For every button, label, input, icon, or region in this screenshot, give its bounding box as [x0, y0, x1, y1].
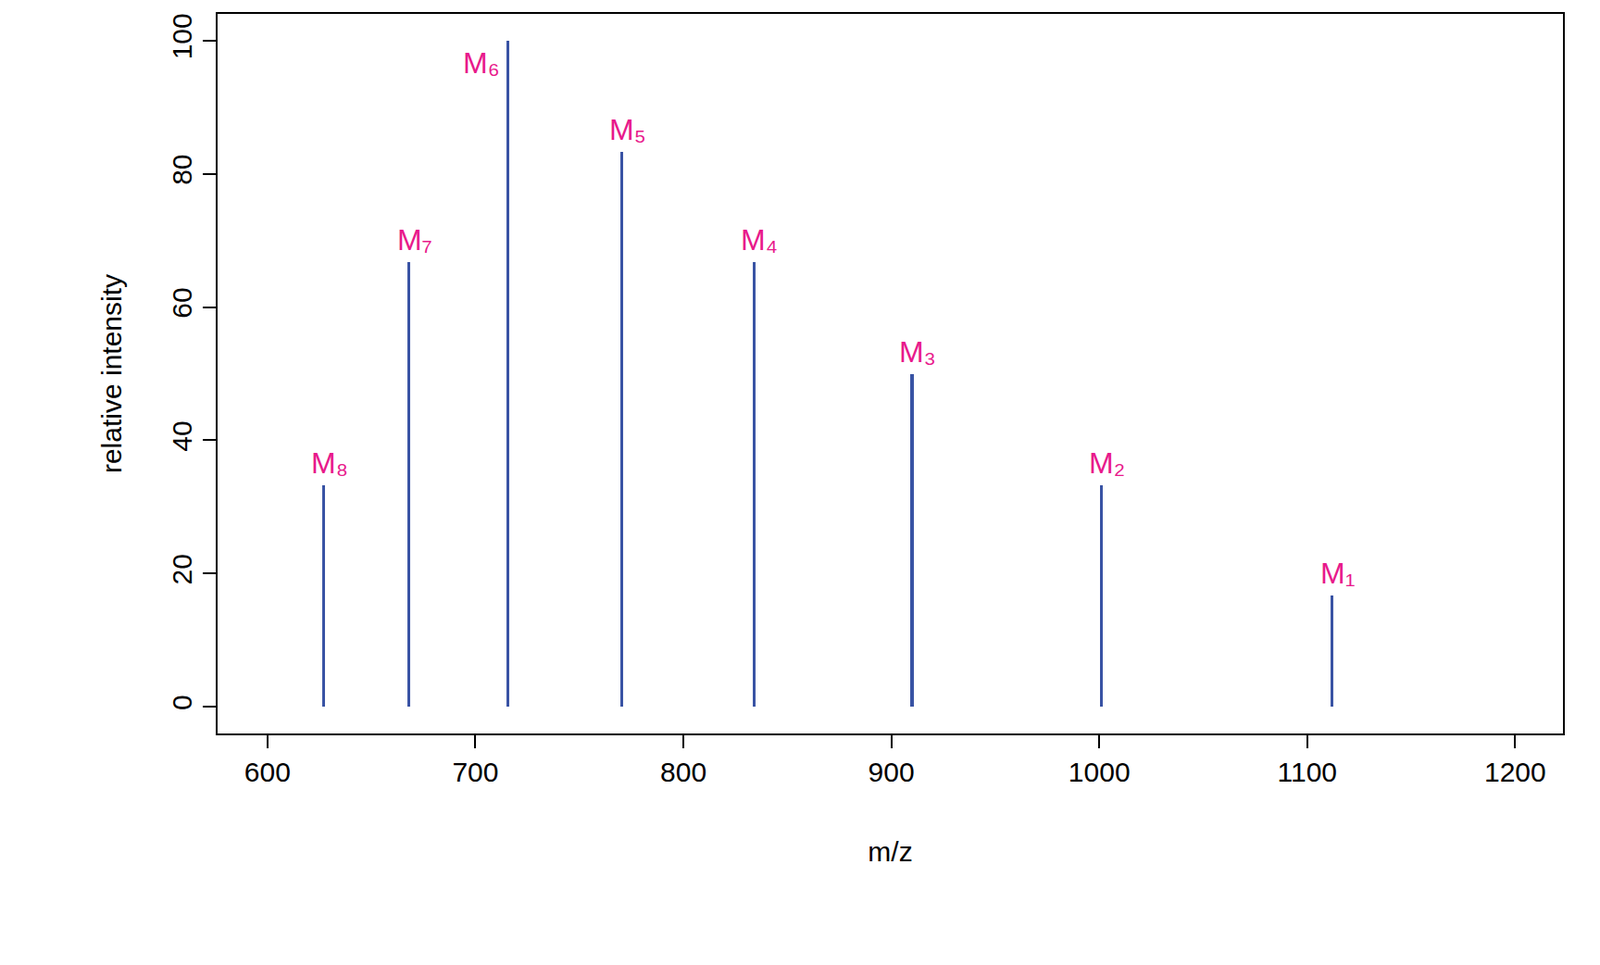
svg-text:M₆: M₆: [462, 46, 500, 80]
svg-text:600: 600: [244, 756, 291, 788]
svg-text:60: 60: [166, 287, 198, 318]
svg-text:1100: 1100: [1277, 756, 1338, 788]
svg-text:900: 900: [868, 756, 915, 788]
svg-text:100: 100: [166, 12, 198, 60]
svg-text:20: 20: [166, 553, 198, 585]
svg-text:M₁: M₁: [1320, 556, 1355, 590]
svg-text:M₃: M₃: [899, 335, 937, 369]
svg-text:700: 700: [451, 756, 499, 788]
svg-text:0: 0: [166, 694, 198, 711]
svg-text:M₄: M₄: [740, 223, 778, 257]
svg-text:M₇: M₇: [397, 223, 433, 257]
svg-text:M₂: M₂: [1088, 446, 1125, 480]
svg-text:1000: 1000: [1068, 756, 1131, 788]
svg-text:80: 80: [166, 153, 198, 185]
svg-text:M₈: M₈: [311, 446, 349, 480]
svg-text:1200: 1200: [1484, 756, 1547, 788]
svg-text:800: 800: [660, 756, 707, 788]
svg-text:m/z: m/z: [867, 836, 913, 867]
svg-text:M₅: M₅: [609, 112, 647, 147]
svg-text:relative intensity: relative intensity: [96, 274, 127, 474]
svg-text:40: 40: [166, 420, 198, 451]
